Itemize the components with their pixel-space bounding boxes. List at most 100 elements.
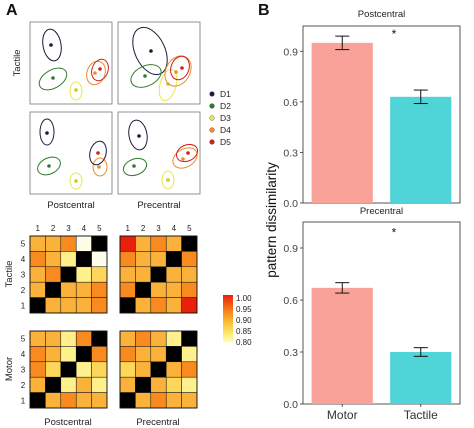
matrix-cell	[91, 346, 108, 363]
y-tick-label: 0.9	[283, 243, 298, 255]
matrix-cell	[181, 281, 198, 298]
point-d5	[180, 66, 184, 70]
matrix-cell	[135, 346, 152, 363]
bar-panel-title: Postcentral	[358, 9, 406, 20]
mds-col-label-postcentral: Postcentral	[47, 200, 95, 211]
significance-star: *	[392, 226, 397, 240]
point-d2	[143, 74, 147, 78]
mds-tactile-precentral	[130, 26, 192, 102]
matrix-cell	[45, 361, 62, 378]
matrix-col-tick: 5	[97, 224, 102, 233]
y-tick-label: 0.3	[283, 147, 298, 159]
matrix-cell	[119, 392, 136, 409]
ellipse-d2	[38, 67, 68, 91]
matrix-cell	[29, 235, 46, 252]
matrix-cell	[135, 297, 152, 314]
matrix-row-tick: 3	[21, 271, 26, 280]
matrix-cell	[181, 330, 198, 347]
matrix-border	[119, 330, 198, 409]
matrix-cell	[150, 330, 167, 347]
matrix-col-tick: 1	[35, 224, 40, 233]
matrix-cell	[135, 235, 152, 252]
matrix-cell	[91, 330, 108, 347]
matrix-row-label-tactile: Tactile	[4, 261, 15, 288]
matrix-cell	[165, 392, 182, 409]
matrix-cell	[29, 297, 46, 314]
matrix-row-tick: 1	[21, 301, 26, 310]
point-d5	[98, 67, 102, 71]
y-tick-label: 0.9	[283, 46, 298, 58]
matrix-border	[29, 235, 108, 314]
matrix-cell	[150, 361, 167, 378]
matrix-cell	[91, 251, 108, 268]
legend-label-d3: D3	[220, 113, 231, 123]
legend-label-d1: D1	[220, 89, 231, 99]
matrix-cell	[91, 281, 108, 298]
matrix-cell	[181, 392, 198, 409]
bar-panel-postcentral: Postcentral 0.9 0.6 0.3 0.0 *	[283, 9, 461, 210]
matrix-cell	[75, 235, 92, 252]
matrix-border	[29, 330, 108, 409]
ellipse-d3	[69, 81, 83, 101]
y-tick-label: 0.0	[283, 399, 298, 411]
matrix-cell	[91, 361, 108, 378]
bar-panel-precentral: Precentral 0.9 0.6 0.3 0.0 Motor Tactile *	[283, 206, 461, 422]
matrix-cell	[135, 281, 152, 298]
matrix-cell	[45, 235, 62, 252]
bar-motor	[311, 287, 373, 404]
matrix-cell	[119, 346, 136, 363]
matrix-cell	[135, 266, 152, 283]
matrix-cell	[45, 281, 62, 298]
colorbar-gradient	[223, 295, 233, 343]
matrix-cell	[29, 376, 46, 393]
matrix-col-label-precentral: Precentral	[136, 417, 179, 428]
matrix-cell	[150, 297, 167, 314]
matrix-cell	[165, 346, 182, 363]
matrix-cell	[91, 376, 108, 393]
colorbar-tick: 1.00	[236, 294, 252, 303]
matrix-cell	[150, 392, 167, 409]
legend-marker-d2	[209, 103, 215, 109]
matrix-col-tick: 3	[156, 224, 161, 233]
matrix-cell	[45, 251, 62, 268]
mds-row-label-tactile: Tactile	[12, 50, 23, 77]
matrix-cell	[135, 251, 152, 268]
matrix-cell	[75, 266, 92, 283]
bar-tactile	[390, 352, 452, 404]
mds-motor-postcentral	[37, 118, 108, 190]
mds-box-tactile-postcentral	[29, 21, 113, 105]
ellipse-d2	[122, 157, 148, 177]
point-d4	[93, 71, 97, 75]
ellipse-d4	[86, 60, 106, 86]
ellipse-d4	[92, 157, 108, 177]
matrix-cell	[91, 392, 108, 409]
point-d3	[74, 88, 78, 92]
matrix-cell	[91, 297, 108, 314]
matrix-cell	[181, 346, 198, 363]
bar-panel-title: Precentral	[360, 206, 403, 217]
matrix-cell	[150, 376, 167, 393]
matrix-cell	[29, 281, 46, 298]
matrix-cell	[150, 251, 167, 268]
matrix-cell	[165, 361, 182, 378]
point-d4	[181, 157, 185, 161]
matrix-row-tick: 2	[21, 381, 26, 390]
matrix-col-tick: 2	[141, 224, 146, 233]
matrix-cell	[119, 361, 136, 378]
point-d2	[47, 164, 51, 168]
matrix-cell	[29, 361, 46, 378]
matrix-cell	[150, 235, 167, 252]
matrix-cell	[60, 376, 77, 393]
matrix-cell	[135, 392, 152, 409]
panel-b-label: B	[258, 2, 270, 19]
y-tick-label: 0.0	[283, 198, 298, 210]
matrix-row-label-motor: Motor	[4, 357, 15, 381]
mds-motor-precentral	[122, 119, 199, 190]
point-d1	[137, 134, 141, 138]
matrix-cell	[165, 376, 182, 393]
mds-tactile-postcentral	[38, 28, 109, 101]
legend-label-d2: D2	[220, 101, 231, 111]
matrix-cell	[75, 281, 92, 298]
ellipse-d5-outline	[89, 140, 107, 166]
